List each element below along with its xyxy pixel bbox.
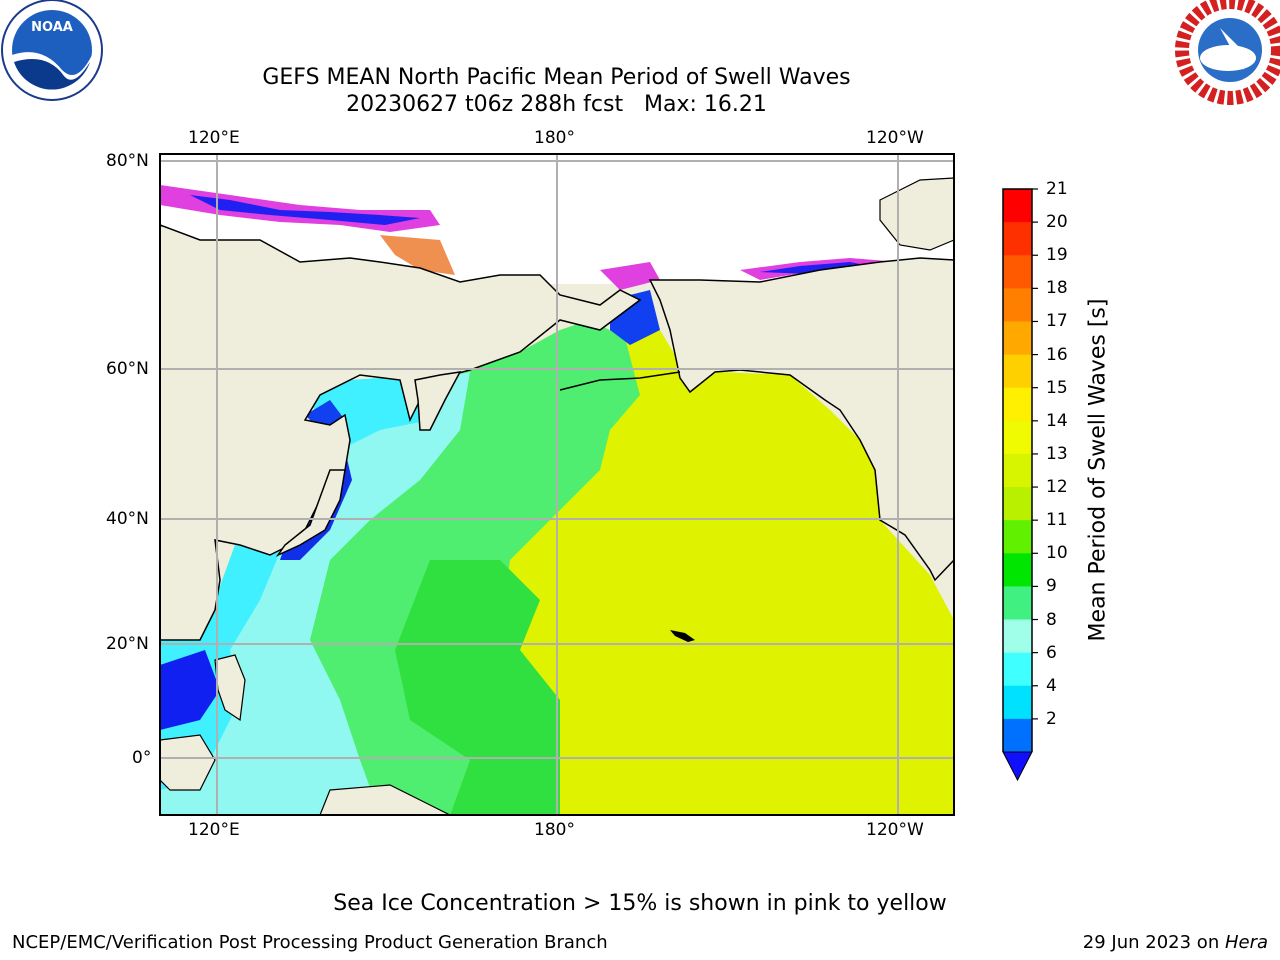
- colorbar-label: Mean Period of Swell Waves [s]: [1085, 298, 1111, 642]
- ice-fringe-chukchi: [600, 262, 660, 290]
- lat-label-40n: 40°N: [106, 509, 149, 529]
- colorbar-tick-label: 10: [1046, 543, 1068, 564]
- aleutians: [559, 371, 681, 391]
- land-kamchatka: [414, 371, 462, 431]
- colorbar-tick-label: 12: [1046, 477, 1068, 498]
- footer-date: 29 Jun 2023 on Hera: [1083, 932, 1268, 954]
- sea-ice-note: Sea Ice Concentration > 15% is shown in …: [333, 891, 947, 916]
- lat-label-20n: 20°N: [106, 634, 149, 654]
- footer-host: Hera: [1224, 932, 1268, 953]
- ice-fringe-west-blue: [190, 195, 420, 225]
- colorbar-tick-label: 19: [1046, 245, 1068, 266]
- land-japan: [275, 469, 346, 557]
- ice-fringe-center: [380, 235, 455, 275]
- colorbar-tick-label: 4: [1046, 675, 1057, 696]
- green-zone-2: [395, 560, 560, 815]
- colorbar-tick-label: 18: [1046, 278, 1068, 299]
- land-borneo: [160, 734, 216, 791]
- lon-label-top-120w: 120°W: [866, 128, 924, 148]
- map-frame: [159, 153, 955, 816]
- map-subtitle: 20230627 t06z 288h fcst Max: 16.21: [346, 92, 767, 117]
- colorbar-tick-label: 16: [1046, 344, 1068, 365]
- colorbar-tick-label: 14: [1046, 410, 1068, 431]
- colorbar-tick-label: 11: [1046, 510, 1068, 531]
- map-title: GEFS MEAN North Pacific Mean Period of S…: [262, 65, 851, 90]
- colorbar-tick-label: 2: [1046, 708, 1057, 729]
- lon-label-top-180: 180°: [534, 128, 575, 148]
- colorbar-tick-label: 8: [1046, 609, 1057, 630]
- land-newguinea: [319, 784, 451, 815]
- lon-label-top-120e: 120°E: [188, 128, 240, 148]
- colorbar-tick-label: 9: [1046, 576, 1057, 597]
- noaa-logo-text: NOAA: [31, 20, 73, 35]
- lon-label-bottom-120e: 120°E: [188, 820, 240, 840]
- hawaii: [670, 630, 695, 642]
- lon-label-bottom-180: 180°: [534, 820, 575, 840]
- colorbar-tick-label: 15: [1046, 377, 1068, 398]
- lat-label-80n: 80°N: [106, 151, 149, 171]
- graticule: [160, 154, 954, 815]
- blue-zone-sea: [160, 650, 220, 730]
- footer-date-text: 29 Jun 2023 on: [1082, 932, 1225, 953]
- land-alaska: [648, 257, 954, 582]
- footer-credit: NCEP/EMC/Verification Post Processing Pr…: [12, 932, 608, 953]
- colorbar-tick-label: 20: [1046, 212, 1068, 233]
- lon-label-bottom-120w: 120°W: [866, 820, 924, 840]
- colorbar-tick-label: 6: [1046, 642, 1057, 663]
- colorbar-tick-label: 17: [1046, 311, 1068, 332]
- lat-label-60n: 60°N: [106, 359, 149, 379]
- colorbar-tick-label: 21: [1046, 179, 1068, 199]
- lat-label-0: 0°: [132, 748, 152, 768]
- colorbar-tick-label: 13: [1046, 443, 1068, 464]
